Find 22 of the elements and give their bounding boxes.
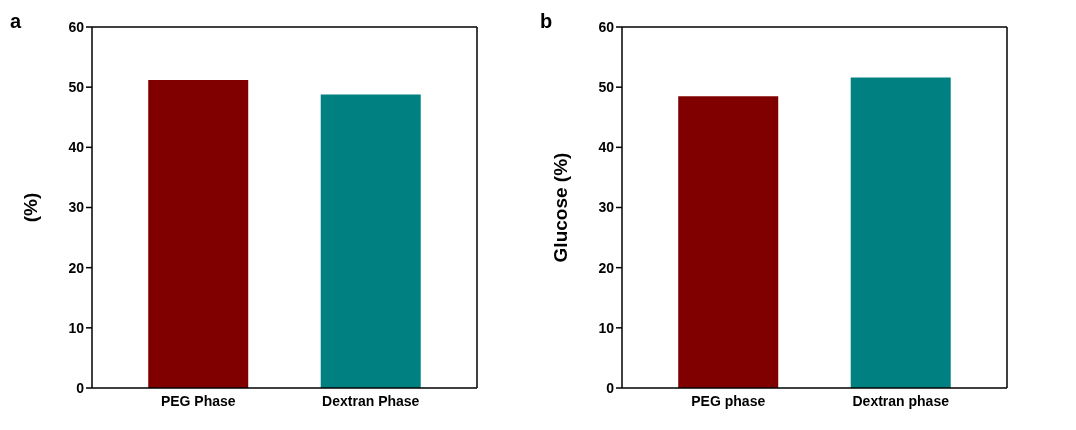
x-tick-label: Dextran phase bbox=[852, 392, 950, 409]
chart-title: b bbox=[540, 10, 553, 33]
chart-title: a bbox=[10, 10, 22, 33]
y-tick-label: 50 bbox=[598, 79, 615, 96]
x-tick-label: PEG phase bbox=[691, 392, 766, 409]
y-tick-label: 0 bbox=[606, 379, 615, 396]
y-tick-label: 60 bbox=[68, 18, 85, 35]
y-axis-title: (%) bbox=[19, 192, 41, 223]
y-tick-label: 40 bbox=[598, 139, 615, 156]
x-tick-label: PEG Phase bbox=[160, 392, 236, 409]
y-tick-label: 20 bbox=[598, 259, 615, 276]
y-tick-label: 0 bbox=[76, 379, 85, 396]
y-tick-label: 40 bbox=[68, 139, 85, 156]
y-tick-label: 30 bbox=[68, 199, 85, 216]
y-tick-label: 20 bbox=[68, 259, 85, 276]
y-tick-label: 50 bbox=[68, 79, 85, 96]
x-tick-label: Dextran Phase bbox=[322, 392, 420, 409]
y-tick-label: 60 bbox=[598, 18, 615, 35]
y-tick-label: 10 bbox=[598, 319, 615, 336]
y-axis-title: Glucose (%) bbox=[549, 152, 571, 263]
y-tick-label: 30 bbox=[598, 199, 615, 216]
y-tick-label: 10 bbox=[68, 319, 85, 336]
